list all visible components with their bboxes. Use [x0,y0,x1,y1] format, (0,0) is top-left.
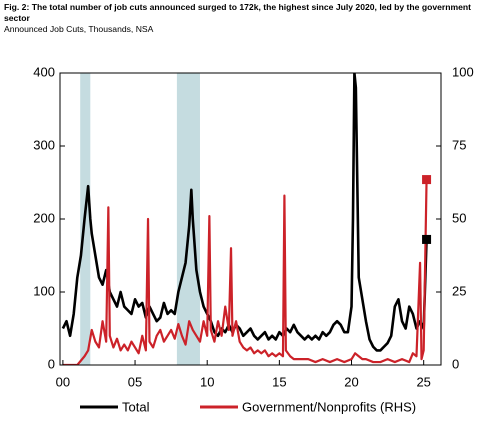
y2-tick-label: 0 [452,356,459,371]
y2-tick-label: 100 [452,64,474,79]
axes-layer: 0 100 200 300 400 0 25 50 75 100 00 05 10 15 20 25 Total… [33,64,473,414]
lines-layer [61,73,428,365]
end-marker [422,175,432,185]
x-tick-label: 10 [200,374,214,389]
y2-tick-label: 25 [452,283,466,298]
plot-frame [59,72,442,366]
chart-subtitle: Announced Job Cuts, Thousands, NSA [4,24,154,34]
y-tick-label: 300 [33,137,55,152]
y2-tick-label: 50 [452,210,466,225]
header: Fig. 2: The total number of job cuts ann… [4,2,496,35]
legend-label: Total [122,399,150,414]
series-line [61,73,428,352]
legend-label: Government/Nonprofits (RHS) [242,399,416,414]
y-tick-label: 100 [33,283,55,298]
shading-layer [80,73,200,365]
x-tick-label: 00 [56,374,70,389]
y-tick-label: 400 [33,64,55,79]
x-tick-label: 25 [416,374,430,389]
y-tick-label: 0 [48,356,55,371]
end-marker [422,234,432,244]
series-line [62,179,428,365]
x-tick-label: 20 [344,374,358,389]
chart-title: Fig. 2: The total number of job cuts ann… [4,2,472,23]
y-tick-label: 200 [33,210,55,225]
x-tick-label: 05 [128,374,142,389]
y2-tick-label: 75 [452,137,466,152]
x-tick-label: 15 [272,374,286,389]
